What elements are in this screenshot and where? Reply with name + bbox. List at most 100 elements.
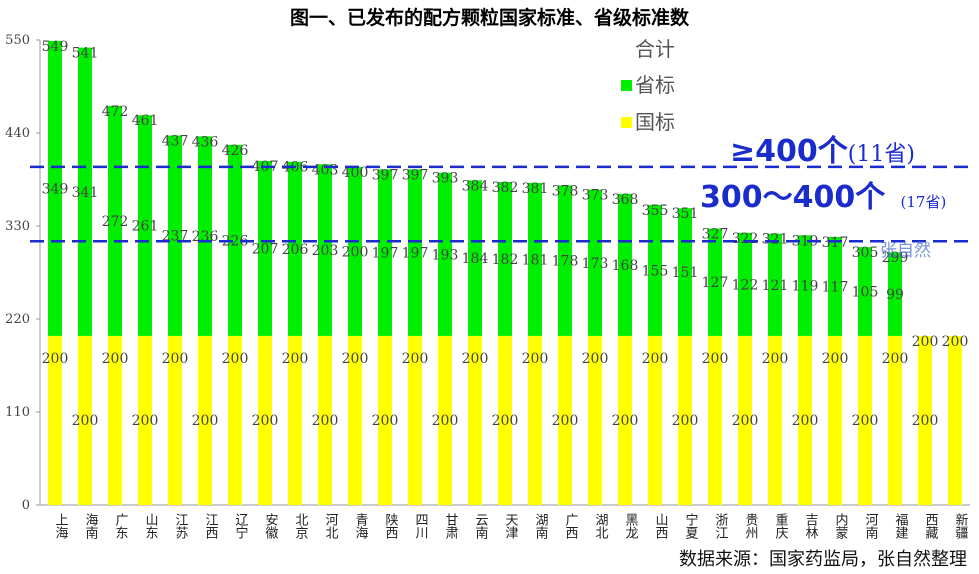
- data-label-国标: 200: [372, 413, 399, 429]
- data-label-省标: 203: [312, 243, 339, 259]
- bar-segment-国标: [558, 335, 572, 505]
- legend-item-国标: 国标: [635, 110, 675, 134]
- x-tick-label: 河南: [863, 513, 879, 539]
- data-label-省标: 341: [72, 185, 99, 201]
- data-label-省标: 207: [252, 241, 279, 257]
- data-label-国标: 200: [342, 351, 369, 367]
- bar-segment-国标: [888, 335, 902, 505]
- x-tick-label: 重庆: [773, 512, 789, 539]
- data-label-国标: 200: [252, 413, 279, 429]
- data-label-国标: 200: [822, 351, 849, 367]
- data-label-省标: 173: [582, 256, 609, 272]
- bar-segment-国标: [468, 335, 482, 505]
- data-label-国标: 200: [102, 351, 129, 367]
- data-label-省标: 99: [886, 287, 904, 303]
- x-tick-label: 辽宁: [233, 513, 249, 539]
- data-label-国标: 200: [222, 351, 249, 367]
- data-label-省标: 272: [102, 214, 129, 230]
- bar-segment-省标: [48, 40, 62, 336]
- annotation-over-400: ≥400个(11省): [730, 126, 915, 170]
- x-tick-label: 黑龙: [623, 513, 639, 540]
- data-label-合计: 541: [72, 46, 99, 62]
- bar-segment-省标: [528, 182, 542, 336]
- x-tick-label: 山西: [653, 513, 669, 539]
- x-tick-label: 海南: [83, 513, 99, 539]
- bar-segment-国标: [828, 335, 842, 505]
- y-tick-label: 550: [5, 33, 30, 48]
- x-tick-label: 山东: [143, 513, 159, 539]
- data-label-国标: 200: [192, 413, 219, 429]
- bar-segment-国标: [348, 335, 362, 505]
- x-tick-label: 陕西: [383, 513, 399, 539]
- bar-segment-省标: [738, 232, 752, 336]
- bar-segment-省标: [468, 180, 482, 336]
- data-label-国标: 200: [462, 351, 489, 367]
- data-label-国标: 200: [132, 413, 159, 429]
- bar-segment-国标: [858, 335, 872, 505]
- data-label-合计: 317: [822, 235, 849, 251]
- annotation-300-400: 300～400个 (17省): [700, 172, 946, 216]
- bar-segment-省标: [618, 193, 632, 336]
- bar-segment-国标: [438, 335, 452, 505]
- x-tick-label: 天津: [503, 513, 519, 539]
- data-label-省标: 200: [342, 244, 369, 260]
- data-label-合计: 327: [702, 227, 729, 243]
- data-label-省标: 184: [462, 251, 489, 267]
- bar-segment-国标: [678, 335, 692, 505]
- data-label-省标: 261: [132, 219, 159, 235]
- data-label-国标: 200: [912, 413, 939, 429]
- data-label-合计: 200: [942, 334, 969, 350]
- data-label-省标: 127: [702, 275, 729, 291]
- data-label-省标: 206: [282, 242, 309, 258]
- bar-segment-省标: [708, 228, 722, 336]
- data-label-国标: 200: [552, 413, 579, 429]
- bar-segment-国标: [108, 335, 122, 505]
- x-tick-label: 宁夏: [683, 512, 699, 539]
- data-label-国标: 200: [792, 413, 819, 429]
- bar-segment-省标: [828, 236, 842, 336]
- data-label-合计: 397: [402, 167, 429, 183]
- data-label-省标: 119: [792, 279, 819, 295]
- bar-segment-国标: [948, 335, 962, 505]
- data-label-国标: 200: [162, 351, 189, 367]
- bar-segment-省标: [498, 182, 512, 336]
- annotation-300-400-count: 300～400个: [700, 180, 886, 215]
- x-tick-label: 安徽: [263, 513, 279, 539]
- data-label-省标: 197: [402, 246, 429, 262]
- x-tick-label: 内蒙: [833, 512, 849, 539]
- bar-segment-省标: [78, 47, 92, 336]
- bar-segment-国标: [798, 335, 812, 505]
- data-label-国标: 200: [732, 413, 759, 429]
- bar-segment-国标: [708, 335, 722, 505]
- data-label-合计: 381: [522, 181, 549, 197]
- x-tick-label: 湖北: [593, 513, 609, 540]
- x-tick-label: 广西: [563, 513, 579, 539]
- data-label-国标: 200: [672, 413, 699, 429]
- bar-segment-省标: [168, 135, 182, 336]
- data-label-国标: 200: [282, 351, 309, 367]
- data-label-国标: 200: [702, 351, 729, 367]
- y-tick-label: 440: [5, 126, 30, 141]
- data-label-合计: 368: [612, 192, 639, 208]
- data-label-合计: 355: [642, 203, 669, 219]
- bar-segment-国标: [618, 335, 632, 505]
- bar-segment-省标: [858, 247, 872, 336]
- data-label-合计: 351: [672, 206, 699, 222]
- data-label-省标: 193: [432, 247, 459, 263]
- legend-swatch-国标: [621, 117, 632, 128]
- x-tick-label: 浙江: [713, 513, 729, 539]
- data-label-省标: 236: [192, 229, 219, 245]
- bar-segment-国标: [768, 335, 782, 505]
- bar-segment-省标: [648, 204, 662, 336]
- bar-segment-国标: [378, 335, 392, 505]
- bar-segment-省标: [558, 185, 572, 336]
- data-label-省标: 178: [552, 254, 579, 270]
- bar-segment-国标: [78, 335, 92, 505]
- bar-segment-国标: [588, 335, 602, 505]
- bar-segment-省标: [768, 233, 782, 336]
- bar-segment-省标: [588, 189, 602, 336]
- data-label-合计: 319: [792, 233, 819, 249]
- bar-segment-国标: [738, 335, 752, 505]
- data-label-国标: 200: [882, 351, 909, 367]
